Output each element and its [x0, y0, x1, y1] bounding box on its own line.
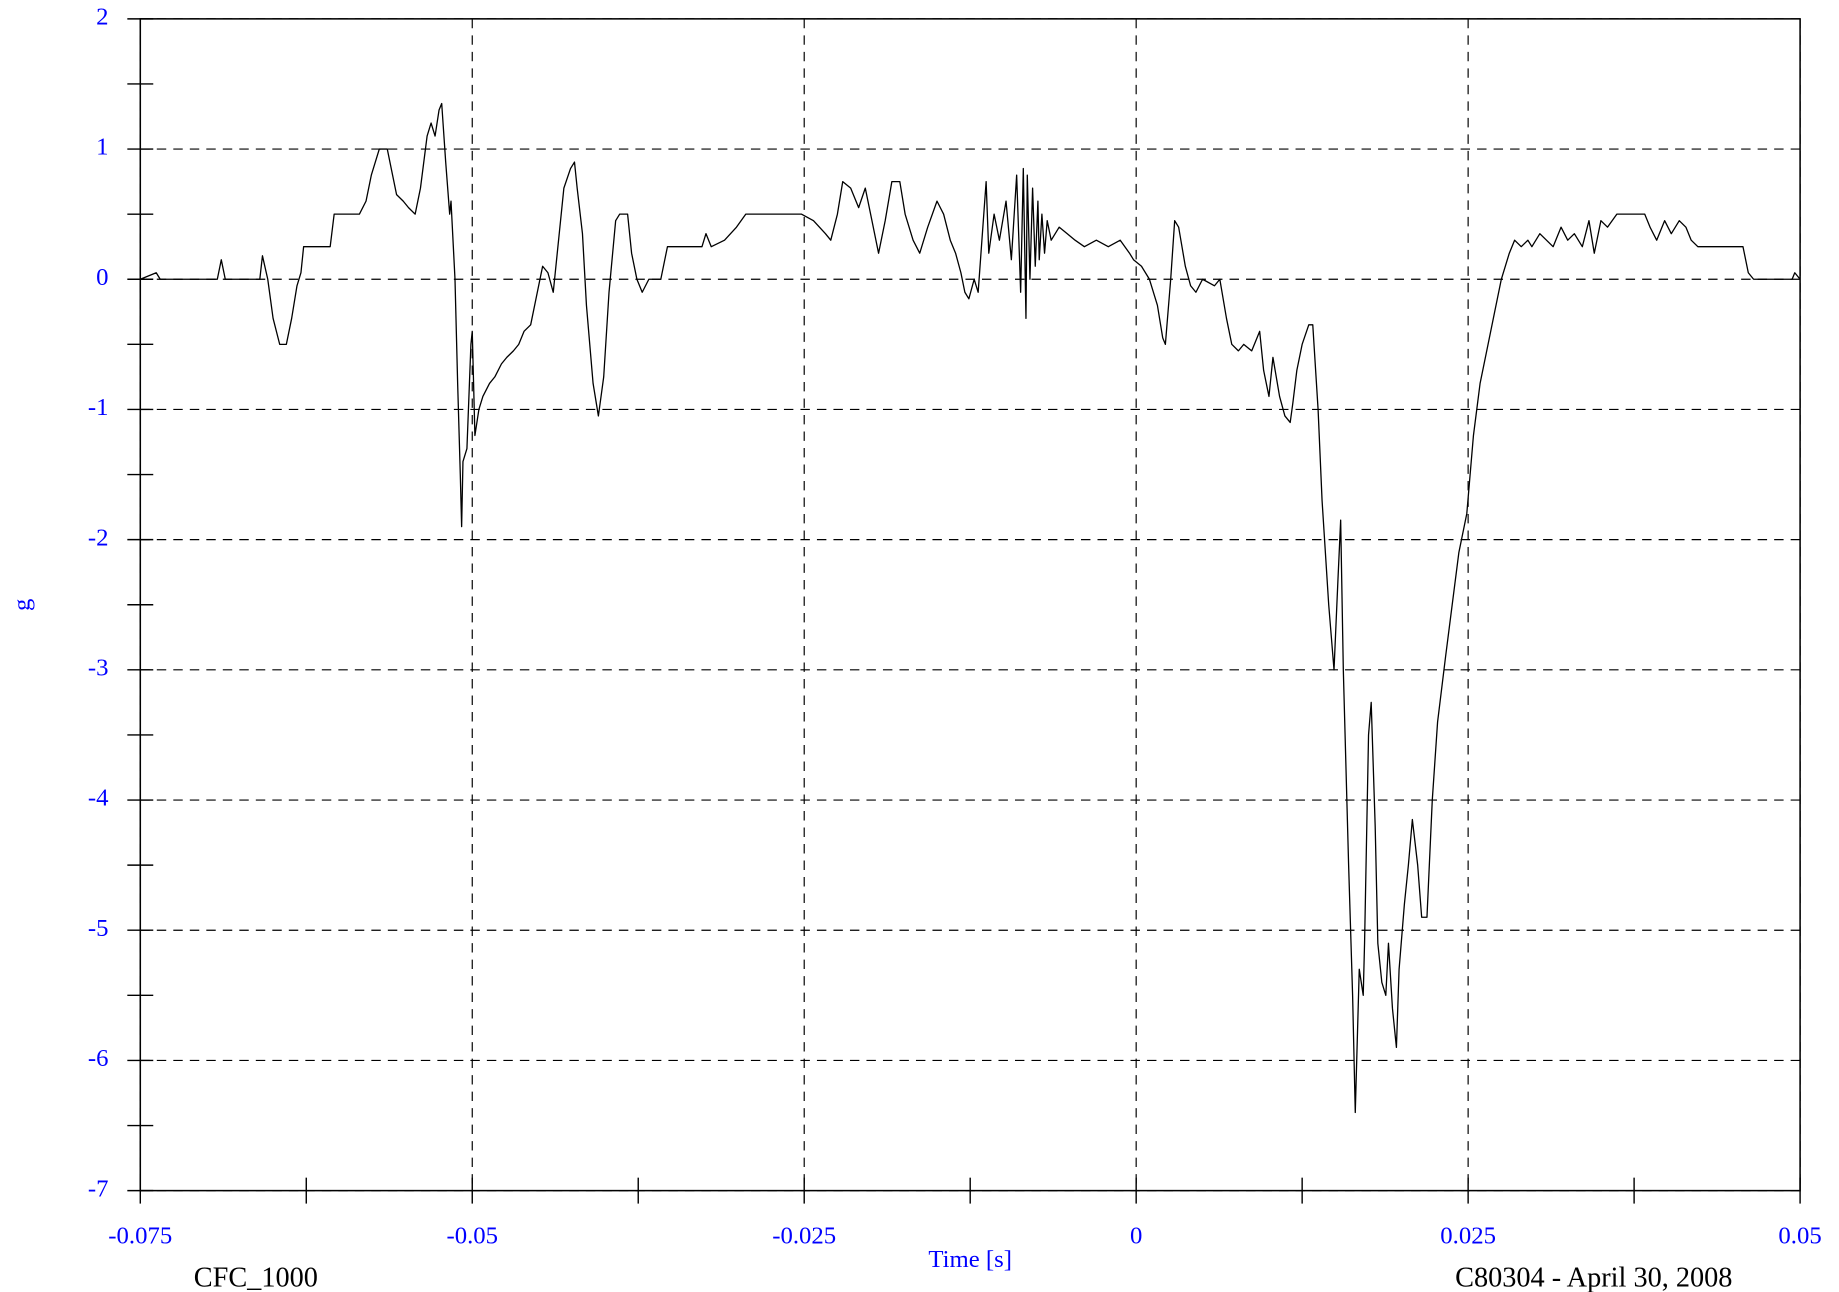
y-tick-label: -6: [88, 1045, 109, 1072]
x-tick-label: 0: [1130, 1222, 1142, 1249]
y-tick-label: 1: [96, 134, 108, 161]
y-tick-label: -3: [88, 655, 109, 682]
x-tick-label: -0.025: [772, 1222, 836, 1249]
footer-left: CFC_1000: [194, 1263, 318, 1292]
x-tick-label: -0.075: [108, 1222, 172, 1249]
y-axis-label: g: [8, 599, 35, 611]
x-axis-label: Time [s]: [928, 1246, 1012, 1273]
x-tick-label: -0.05: [446, 1222, 498, 1249]
y-tick-label: -4: [88, 785, 109, 812]
y-tick-label: 2: [96, 4, 108, 31]
y-tick-label: -2: [88, 524, 109, 551]
y-tick-label: 0: [96, 264, 108, 291]
y-tick-label: -1: [88, 394, 109, 421]
y-tick-label: -5: [88, 915, 109, 942]
data-line: [140, 102, 1801, 1114]
footer-right: C80304 - April 30, 2008: [1455, 1263, 1732, 1292]
plot-frame: [139, 18, 1801, 1192]
y-tick-label: -7: [88, 1175, 109, 1202]
x-tick-label: 0.025: [1440, 1222, 1496, 1249]
x-tick-label: 0.05: [1778, 1222, 1821, 1249]
